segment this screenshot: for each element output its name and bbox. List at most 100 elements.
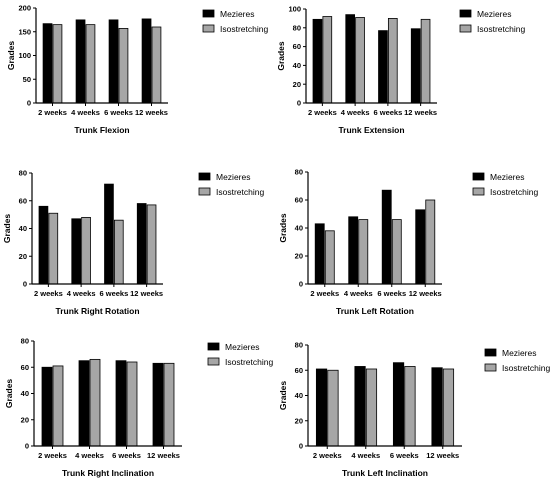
y-tick-label: 0 <box>25 442 29 451</box>
legend-swatch-mezieres <box>202 9 215 18</box>
bar-isostretching <box>358 219 369 285</box>
x-tick-label: 12 weeks <box>147 451 180 460</box>
bar-isostretching <box>52 24 63 104</box>
legend-swatch-isostretching <box>198 187 211 196</box>
legend-label-isostretching: Isostretching <box>216 187 264 197</box>
legend-swatch-mezieres <box>459 9 472 18</box>
bar-isostretching <box>113 219 124 285</box>
legend-label-isostretching: Isostretching <box>502 363 550 373</box>
y-tick-label: 0 <box>299 280 303 289</box>
bar-mezieres <box>354 366 366 447</box>
bar-isostretching <box>442 368 455 447</box>
y-tick-label: 60 <box>293 42 301 51</box>
x-tick-label: 12 weeks <box>135 108 168 117</box>
y-axis-title: Grades <box>278 381 288 411</box>
bar-isostretching <box>425 199 436 285</box>
y-tick-label: 0 <box>27 99 31 108</box>
y-tick-label: 20 <box>21 415 29 424</box>
bar-mezieres <box>75 19 86 104</box>
chart-panel-3: 0 20 40 60 80 2 weeks 4 weeks 6 weeks 12 weeks Tr… <box>2 169 264 316</box>
x-axis-title: Trunk Left Rotation <box>336 306 414 316</box>
x-tick-label: 4 weeks <box>75 451 104 460</box>
x-tick-label: 12 weeks <box>409 289 442 298</box>
bar-isostretching <box>48 212 59 285</box>
x-axis-title: Trunk Left Inclination <box>342 468 428 478</box>
legend-label-isostretching: Isostretching <box>225 357 273 367</box>
bar-mezieres <box>381 189 392 285</box>
y-tick-label: 0 <box>297 99 301 108</box>
y-tick-label: 80 <box>295 341 303 350</box>
bar-mezieres <box>315 368 328 447</box>
y-axis-title: Grades <box>278 213 288 243</box>
y-tick-label: 100 <box>18 51 31 60</box>
bar-isostretching <box>324 230 335 285</box>
legend-swatch-isostretching <box>472 187 485 196</box>
legend-swatch-mezieres <box>198 172 211 181</box>
bar-mezieres <box>378 30 388 104</box>
y-tick-label: 40 <box>295 391 303 400</box>
y-axis-title: Grades <box>2 214 12 244</box>
bar-mezieres <box>41 366 53 447</box>
legend-swatch-isostretching <box>484 363 497 372</box>
bar-isostretching <box>322 16 333 104</box>
chart-panel-2: 0 20 40 60 80 100 2 weeks 4 weeks 6 weeks 12 week… <box>276 5 525 135</box>
x-tick-label: 4 weeks <box>341 108 370 117</box>
x-tick-label: 2 weeks <box>38 108 67 117</box>
y-tick-label: 200 <box>18 4 31 13</box>
bar-mezieres <box>312 18 323 104</box>
legend-label-mezieres: Mezieres <box>220 9 254 19</box>
bar-mezieres <box>141 18 152 104</box>
y-axis-title: Grades <box>4 379 14 409</box>
bar-isostretching <box>118 28 129 104</box>
legend-swatch-isostretching <box>459 24 472 33</box>
x-axis-title: Trunk Right Rotation <box>55 306 139 316</box>
bar-mezieres <box>314 223 325 285</box>
x-tick-label: 12 weeks <box>404 108 437 117</box>
y-tick-label: 60 <box>295 366 303 375</box>
x-axis-title: Trunk Flexion <box>74 125 129 135</box>
y-tick-label: 40 <box>19 224 27 233</box>
x-tick-label: 6 weeks <box>390 451 419 460</box>
bar-isostretching <box>391 219 402 285</box>
y-tick-label: 20 <box>295 416 303 425</box>
bar-isostretching <box>126 361 138 447</box>
bar-mezieres <box>78 360 90 447</box>
legend-swatch-isostretching <box>202 24 215 33</box>
y-tick-label: 60 <box>21 363 29 372</box>
bar-isostretching <box>387 17 398 104</box>
y-tick-label: 80 <box>21 337 29 346</box>
legend-label-mezieres: Mezieres <box>477 9 511 19</box>
chart-panel-6: 0 20 40 60 80 2 weeks 4 weeks 6 weeks 12 weeks Tr… <box>278 341 550 478</box>
bar-isostretching <box>355 17 365 104</box>
legend-swatch-mezieres <box>207 342 220 351</box>
x-tick-label: 4 weeks <box>351 451 380 460</box>
bar-mezieres <box>345 14 356 104</box>
legend-swatch-isostretching <box>207 357 220 366</box>
y-tick-label: 60 <box>295 196 303 205</box>
y-tick-label: 20 <box>19 252 27 261</box>
x-tick-label: 4 weeks <box>71 108 100 117</box>
x-tick-label: 12 weeks <box>426 451 459 460</box>
y-tick-label: 60 <box>19 196 27 205</box>
bar-mezieres <box>152 362 164 447</box>
bar-isostretching <box>327 369 339 447</box>
bar-mezieres <box>42 23 53 104</box>
x-axis-title: Trunk Right Inclination <box>62 468 154 478</box>
chart-panel-5: 0 20 40 60 80 2 weeks 4 weeks 6 weeks 12 weeks Tr… <box>4 337 273 478</box>
x-tick-label: 2 weeks <box>313 451 342 460</box>
y-tick-label: 40 <box>21 389 29 398</box>
legend-swatch-mezieres <box>472 172 485 181</box>
y-tick-label: 40 <box>295 224 303 233</box>
legend-label-mezieres: Mezieres <box>490 172 524 182</box>
legend-label-mezieres: Mezieres <box>216 172 250 182</box>
bar-mezieres <box>71 218 82 285</box>
y-tick-label: 20 <box>295 252 303 261</box>
bar-mezieres <box>410 28 421 104</box>
bar-isostretching <box>404 366 416 447</box>
bar-mezieres <box>431 367 443 447</box>
bar-mezieres <box>38 205 49 285</box>
legend-label-isostretching: Isostretching <box>477 24 525 34</box>
legend-label-isostretching: Isostretching <box>490 187 538 197</box>
bar-mezieres <box>104 183 114 285</box>
